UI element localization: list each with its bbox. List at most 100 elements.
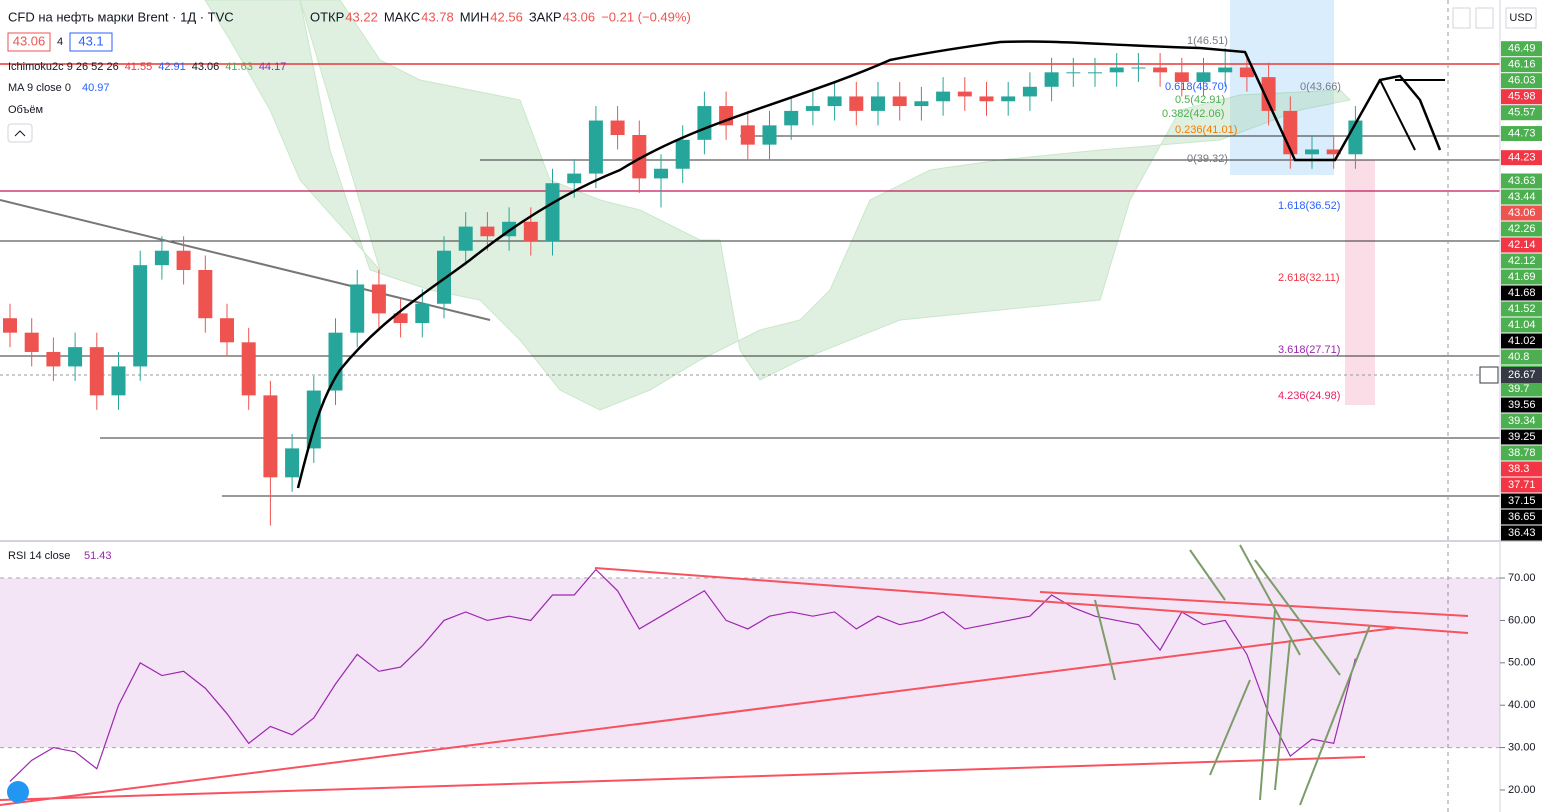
scroll-button[interactable] (1452, 7, 1471, 29)
candle-body (1044, 72, 1059, 87)
candle-body (805, 106, 820, 111)
candle-body (632, 135, 647, 179)
candle-body (176, 250, 191, 270)
price-label-box (1501, 349, 1542, 365)
price-label: 36.43 (1508, 527, 1536, 539)
rsi-trend-line (1039, 591, 1469, 617)
rsi-drawing (1094, 544, 1371, 806)
y-tick-label: 20.00 (1508, 784, 1536, 796)
candle-body (1131, 67, 1146, 69)
currency: USD (1509, 12, 1532, 24)
currency-button[interactable] (1505, 7, 1537, 29)
price-label: 38.3 (1508, 463, 1529, 475)
ask-box[interactable] (69, 32, 113, 52)
candle-body (914, 101, 929, 107)
candle-body (610, 120, 625, 135)
y-tick-label: 50.00 (1508, 657, 1536, 669)
indicator-name: RSI 14 close (8, 550, 70, 562)
y-tick-label: 70.00 (1508, 572, 1536, 584)
candle-body (1022, 86, 1037, 97)
candle-body (133, 265, 148, 367)
price-label-box (1501, 397, 1542, 413)
candle-body (849, 96, 864, 111)
candle-body (198, 270, 213, 319)
candle-body (1153, 67, 1168, 73)
price-label-box (1501, 269, 1542, 285)
crosshair-plus-box (1479, 366, 1499, 384)
rsi-trend-line (0, 756, 1366, 801)
projection-zone (1345, 160, 1375, 405)
candle-body (697, 106, 712, 140)
candle-body (979, 96, 994, 102)
price-label: 46.03 (1508, 75, 1536, 87)
candle-body (1239, 67, 1254, 78)
price-label: 39.34 (1508, 415, 1536, 427)
candle-body (306, 390, 321, 449)
candle-body (1088, 72, 1102, 74)
price-label: 41.04 (1508, 319, 1536, 331)
price-change: −0.21 (−0.49%) (601, 9, 691, 24)
price-label-box (1501, 429, 1542, 445)
price-label: 39.7 (1508, 383, 1529, 395)
price-label: 40.8 (1508, 351, 1529, 363)
price-label: 43.63 (1508, 175, 1536, 187)
price-label-box (1501, 237, 1542, 253)
price-label: 38.78 (1508, 447, 1536, 459)
price-label: 42.26 (1508, 223, 1536, 235)
y-tick-label: 30.00 (1508, 741, 1536, 753)
price-label: 41.02 (1508, 335, 1536, 347)
collapse-button[interactable] (7, 123, 33, 143)
candle-body (46, 351, 61, 367)
candle-body (328, 332, 343, 391)
price-label: 43.44 (1508, 191, 1536, 203)
candle-body (1261, 77, 1276, 111)
price-label: 37.15 (1508, 495, 1536, 507)
price-label: 42.14 (1508, 239, 1536, 251)
price-label: 36.65 (1508, 511, 1536, 523)
logo (7, 781, 29, 803)
fib-label: 1.618(36.52) (1278, 200, 1340, 212)
fib-label: 2.618(32.11) (1278, 272, 1340, 284)
ohlc-label: ЗАКР (529, 9, 562, 24)
price-label: 46.49 (1508, 43, 1536, 55)
ohlc-label: ОТКР (310, 9, 344, 24)
candle-body (1305, 149, 1319, 155)
price-label-box (1501, 317, 1542, 333)
candle-body (1196, 72, 1211, 82)
candle-body (1326, 149, 1341, 155)
price-label: 44.73 (1508, 127, 1536, 139)
candle-body (154, 250, 169, 266)
price-label-box (1501, 525, 1542, 541)
price-label-box (1501, 189, 1542, 205)
ohlc-legend: ОТКР 43.22 МАКС 43.78 МИН 42.56 ЗАКР 43.06 (310, 9, 595, 24)
indicator-name: MA 9 close 0 (8, 82, 71, 94)
candle-body (1001, 96, 1016, 102)
bid-box[interactable] (7, 32, 51, 52)
fib-label: 0(39.32) (1187, 153, 1228, 165)
price-label: 44.23 (1508, 152, 1536, 164)
candle-body (3, 318, 17, 333)
fib-label: 4.236(24.98) (1278, 390, 1340, 402)
candle-body (263, 395, 278, 478)
collapse-icon (14, 130, 26, 137)
drawing-curve (296, 40, 1442, 489)
price-label-box (1501, 381, 1542, 397)
candle-body (24, 332, 39, 352)
candle-body (1109, 67, 1124, 73)
ohlc-value: 43.78 (421, 9, 454, 24)
candle-body (1066, 72, 1081, 74)
candle-body (654, 168, 668, 179)
price-label-box (1501, 301, 1542, 317)
indicator-value: 41.55 (125, 61, 153, 73)
indicator-value: 41.63 (225, 61, 253, 73)
candle-body (675, 139, 690, 169)
price-label: 41.69 (1508, 271, 1536, 283)
reset-button[interactable] (1475, 7, 1494, 29)
spread: 4 (57, 36, 63, 48)
indicator-value: 40.97 (82, 82, 110, 94)
price-label-box (1501, 509, 1542, 525)
price-label: 43.06 (1508, 207, 1536, 219)
price-label-box (1501, 150, 1542, 166)
candle-body (1218, 67, 1233, 73)
